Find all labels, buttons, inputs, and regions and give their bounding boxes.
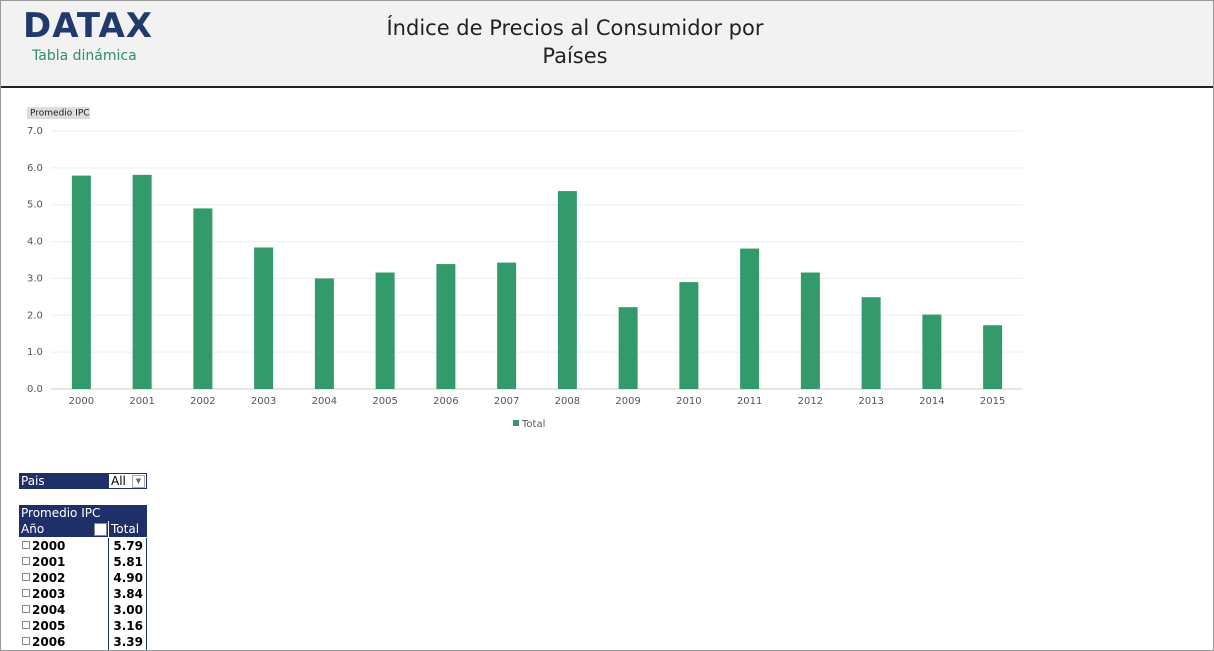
bar xyxy=(314,278,334,389)
title-line: Países xyxy=(542,44,608,68)
bar xyxy=(71,175,91,389)
y-tick-label: 5.0 xyxy=(27,200,43,211)
x-tick-label: 2000 xyxy=(69,396,94,407)
x-tick-label: 2003 xyxy=(251,396,276,407)
expand-icon[interactable] xyxy=(22,589,30,597)
row-label[interactable]: 2006 xyxy=(19,634,108,650)
year: 2001 xyxy=(32,555,66,569)
logo-subtitle: Tabla dinámica xyxy=(32,48,137,64)
expand-icon[interactable] xyxy=(22,557,30,565)
bar xyxy=(983,325,1003,389)
x-tick-label: 2008 xyxy=(555,396,580,407)
year: 2006 xyxy=(32,635,66,649)
x-tick-label: 2007 xyxy=(494,396,519,407)
x-tick-label: 2010 xyxy=(676,396,701,407)
logo: DATAX xyxy=(23,6,153,46)
year: 2002 xyxy=(32,571,66,585)
x-tick-label: 2002 xyxy=(190,396,215,407)
x-tick-label: 2014 xyxy=(919,396,944,407)
x-tick-label: 2012 xyxy=(798,396,823,407)
year: 2003 xyxy=(32,587,66,601)
bar xyxy=(861,297,881,389)
bar xyxy=(679,282,699,389)
row-label[interactable]: 2002 xyxy=(19,570,108,586)
expand-icon[interactable] xyxy=(22,621,30,629)
x-tick-label: 2004 xyxy=(312,396,337,407)
filter-icon[interactable] xyxy=(94,523,107,536)
header: DATAX Tabla dinámica Índice de Precios a… xyxy=(1,1,1213,88)
row-label[interactable]: 2005 xyxy=(19,618,108,634)
bar xyxy=(436,264,456,389)
bar xyxy=(618,307,638,389)
x-tick-label: 2011 xyxy=(737,396,762,407)
row-value: 4.90 xyxy=(108,570,147,586)
filter-label: Pais xyxy=(19,473,108,489)
x-tick-label: 2013 xyxy=(858,396,883,407)
row-value: 3.16 xyxy=(108,618,147,634)
y-tick-label: 7.0 xyxy=(27,126,43,137)
legend-label: Total xyxy=(521,419,545,430)
pivot-title: Promedio IPC xyxy=(19,505,147,521)
bar xyxy=(922,314,942,389)
field-button-label: Promedio IPC xyxy=(30,109,90,119)
row-value: 5.81 xyxy=(108,554,147,570)
bar xyxy=(193,208,213,389)
bar xyxy=(740,248,760,389)
expand-icon[interactable] xyxy=(22,573,30,581)
x-tick-label: 2015 xyxy=(980,396,1005,407)
chart: Promedio IPC 0.0 1.0 2.0 3.0 4.0 5.0 6.0 7.0 200… xyxy=(27,107,1023,430)
expand-icon[interactable] xyxy=(22,637,30,645)
title-line: Índice de Precios al Consumidor por xyxy=(386,16,764,40)
filter-value: All xyxy=(111,474,126,488)
y-tick-label: 1.0 xyxy=(27,347,43,358)
x-tick-label: 2009 xyxy=(615,396,640,407)
x-tick-label: 2001 xyxy=(129,396,154,407)
bar xyxy=(254,247,274,389)
column-header[interactable]: Año xyxy=(19,521,108,537)
expand-icon[interactable] xyxy=(22,605,30,613)
legend-swatch xyxy=(513,420,519,426)
field-button[interactable] xyxy=(27,107,90,119)
row-label[interactable]: 2004 xyxy=(19,602,108,618)
year: 2004 xyxy=(32,603,66,617)
row-value: 3.00 xyxy=(108,602,147,618)
year: 2000 xyxy=(32,539,66,553)
x-tick-label: 2005 xyxy=(372,396,397,407)
y-tick-label: 6.0 xyxy=(27,163,43,174)
bar xyxy=(497,262,517,389)
x-tick-label: 2006 xyxy=(433,396,458,407)
row-value: 5.79 xyxy=(108,538,147,554)
row-label[interactable]: 2003 xyxy=(19,586,108,602)
y-tick-label: 2.0 xyxy=(27,310,43,321)
y-tick-label: 3.0 xyxy=(27,273,43,284)
expand-icon[interactable] xyxy=(22,541,30,549)
column-header: Total xyxy=(108,521,147,537)
row-label[interactable]: 2000 xyxy=(19,538,108,554)
y-tick-label: 4.0 xyxy=(27,237,43,248)
bar xyxy=(132,174,152,389)
bar xyxy=(800,272,820,389)
bar xyxy=(375,272,395,389)
bar xyxy=(557,191,577,389)
row-value: 3.39 xyxy=(108,634,147,650)
y-tick-label: 0.0 xyxy=(27,384,43,395)
row-value: 3.84 xyxy=(108,586,147,602)
year: 2005 xyxy=(32,619,66,633)
row-label[interactable]: 2001 xyxy=(19,554,108,570)
filter-dropdown[interactable]: All ▼ xyxy=(108,473,147,489)
